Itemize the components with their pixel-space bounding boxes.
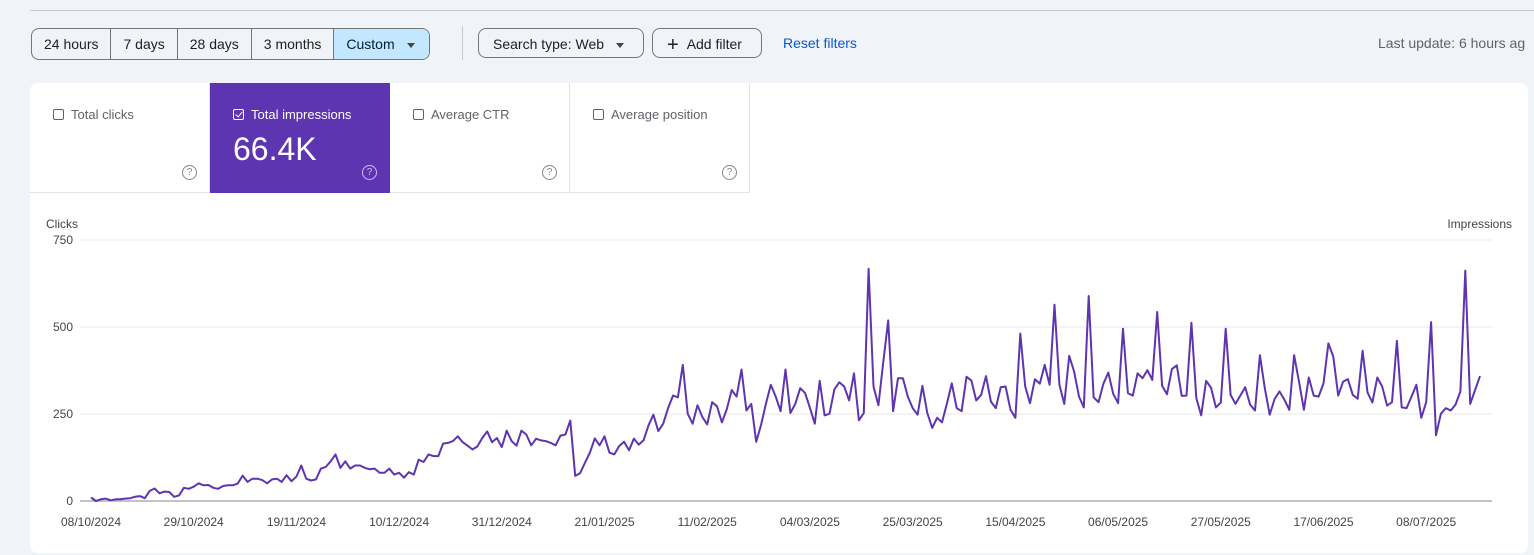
y-tick-label: 250	[53, 407, 73, 421]
last-update-text: Last update: 6 hours ag	[1378, 35, 1526, 51]
impressions-line	[90, 267, 1481, 502]
dropdown-arrow-icon	[616, 42, 625, 48]
date-range-selector: 24 hours 7 days 28 days 3 months Custom	[31, 28, 430, 60]
performance-card: Total clicks ? Total impressions 66.4K ?…	[30, 83, 1528, 553]
metric-total-impressions[interactable]: Total impressions 66.4K ?	[210, 83, 390, 193]
metric-label: Total impressions	[251, 107, 352, 122]
help-icon[interactable]: ?	[362, 165, 377, 180]
help-icon[interactable]: ?	[182, 165, 197, 180]
impressions-chart: Clicks Impressions 0 250 500 750 08/10/2024…	[46, 217, 1512, 529]
metric-label: Total clicks	[71, 107, 134, 122]
x-tick-label: 27/05/2025	[1191, 515, 1251, 529]
x-tick-label: 08/07/2025	[1396, 515, 1456, 529]
range-24-hours[interactable]: 24 hours	[32, 29, 112, 59]
metric-label: Average CTR	[431, 107, 510, 122]
x-tick-label: 06/05/2025	[1088, 515, 1148, 529]
range-28-days[interactable]: 28 days	[178, 29, 252, 59]
search-type-label: Search type: Web	[493, 36, 605, 52]
range-custom-label: Custom	[346, 36, 395, 52]
help-icon[interactable]: ?	[722, 165, 737, 180]
metric-total-clicks[interactable]: Total clicks ?	[30, 83, 210, 193]
checkbox-checked[interactable]	[233, 109, 244, 120]
range-7-days[interactable]: 7 days	[111, 29, 178, 59]
metric-label: Average position	[611, 107, 708, 122]
metric-average-ctr[interactable]: Average CTR ?	[390, 83, 570, 193]
range-custom[interactable]: Custom	[334, 29, 429, 59]
search-type-dropdown[interactable]: Search type: Web	[478, 28, 644, 58]
x-tick-label: 08/10/2024	[61, 515, 121, 529]
plus-icon: +	[667, 34, 679, 56]
checkbox[interactable]	[593, 109, 604, 120]
help-icon[interactable]: ?	[542, 165, 557, 180]
y-tick-label: 750	[53, 233, 73, 247]
x-tick-label: 19/11/2024	[267, 515, 326, 529]
x-tick-label: 15/04/2025	[985, 515, 1045, 529]
x-tick-label: 11/02/2025	[678, 515, 737, 529]
checkbox[interactable]	[413, 109, 424, 120]
reset-filters-link[interactable]: Reset filters	[783, 35, 857, 51]
right-axis-label: Impressions	[1447, 217, 1512, 231]
toolbar-divider	[462, 26, 463, 60]
left-axis-label: Clicks	[46, 217, 78, 231]
x-tick-label: 31/12/2024	[472, 515, 532, 529]
x-tick-label: 04/03/2025	[780, 515, 840, 529]
y-tick-label: 0	[66, 494, 73, 508]
metric-value: 66.4K	[233, 131, 317, 167]
checkbox[interactable]	[53, 109, 64, 120]
x-tick-label: 25/03/2025	[883, 515, 943, 529]
metric-average-position[interactable]: Average position ?	[570, 83, 750, 193]
x-tick-label: 17/06/2025	[1293, 515, 1353, 529]
dropdown-arrow-icon	[406, 42, 415, 48]
add-filter-label: Add filter	[686, 36, 742, 52]
x-tick-label: 21/01/2025	[575, 515, 635, 529]
y-tick-label: 500	[53, 320, 73, 334]
x-tick-label: 10/12/2024	[369, 515, 429, 529]
x-tick-label: 29/10/2024	[164, 515, 224, 529]
range-3-months[interactable]: 3 months	[252, 29, 335, 59]
top-divider	[30, 10, 1534, 11]
add-filter-button[interactable]: + Add filter	[652, 28, 762, 58]
